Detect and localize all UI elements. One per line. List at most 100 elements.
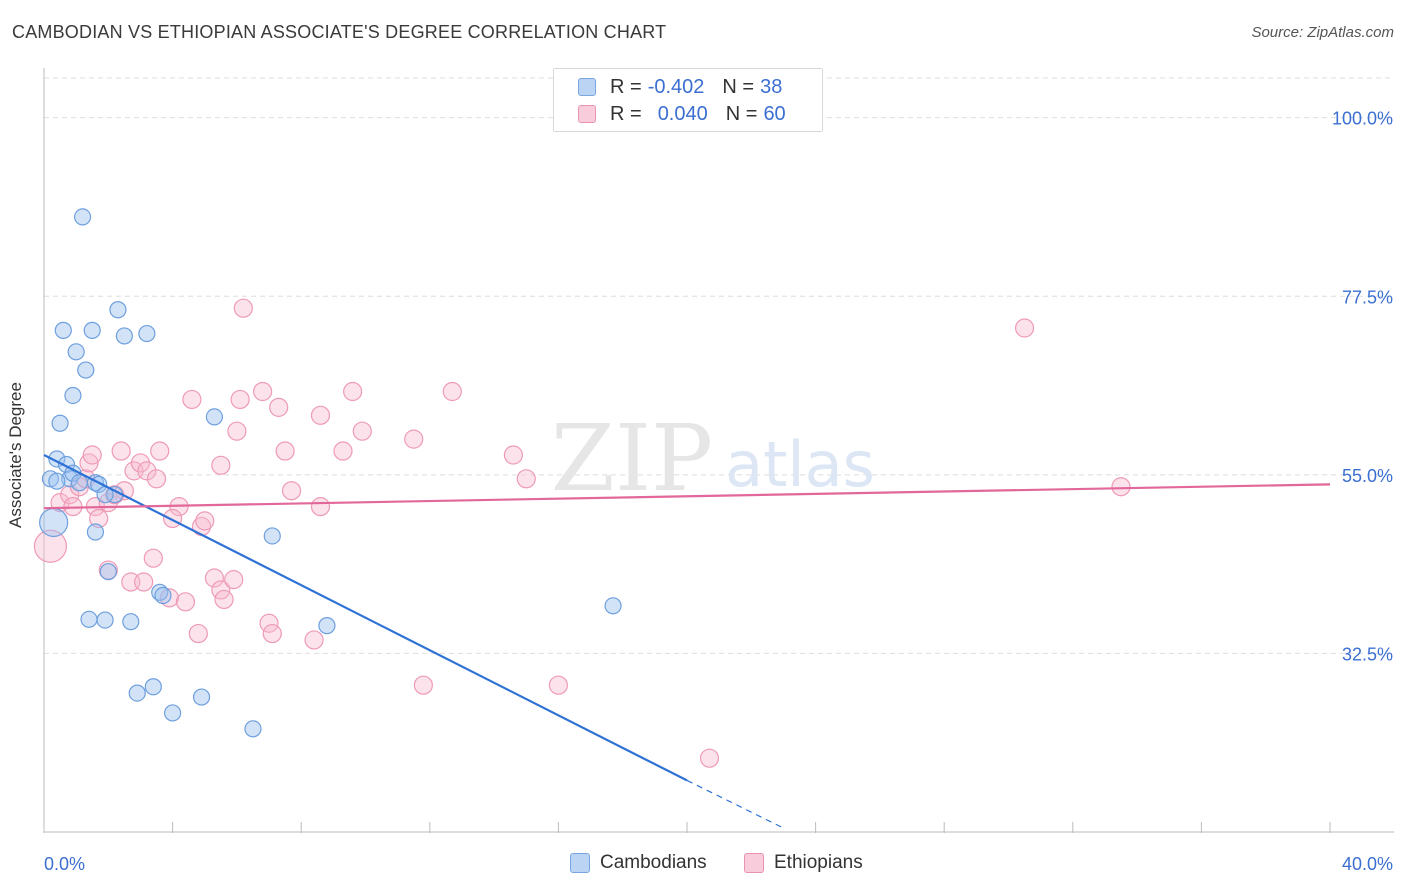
ethiopian-point	[310, 496, 331, 517]
source-label: Source: ZipAtlas.com	[1251, 24, 1394, 41]
cambodian-point	[109, 301, 127, 319]
ethiopian-point	[150, 441, 170, 461]
cambodian-point	[604, 597, 622, 615]
x-tick-label: 0.0%	[44, 854, 85, 874]
y-tick-label: 55.0%	[1342, 466, 1393, 486]
ethiopian-point	[404, 429, 424, 449]
cambodian-point	[205, 408, 223, 426]
cambodian-point	[151, 583, 169, 601]
cambodian-point	[128, 684, 146, 702]
ethiopian-point	[230, 389, 250, 410]
cambodian-point	[83, 321, 101, 339]
y-tick-label: 77.5%	[1342, 287, 1393, 307]
tick-label-layer: 32.5% 55.0% 77.5% 100.0% 0.0% 40.0%	[44, 109, 1393, 874]
cambodian-point	[99, 563, 117, 581]
stats-legend: R = -0.402 N = 38 R = 0.040 N = 60	[553, 68, 823, 132]
x-tick-label: 40.0%	[1342, 854, 1393, 874]
legend-item-cambodians[interactable]: Cambodians	[570, 852, 707, 874]
ethiopian-point	[262, 623, 282, 644]
ethiopian-point	[146, 469, 167, 489]
legend-item-ethiopians[interactable]: Ethiopians	[744, 852, 863, 874]
watermark-atlas: atlas	[725, 428, 875, 501]
ethiopian-point	[269, 397, 289, 417]
ethiopian-point	[60, 485, 80, 505]
ethiopian-point	[352, 421, 372, 441]
ethiopian-point	[1111, 477, 1131, 497]
cambodian-point	[144, 678, 162, 696]
legend-n-value: 38	[760, 75, 783, 98]
cambodian-trendline-extension	[686, 779, 784, 829]
ethiopian-point	[214, 589, 234, 610]
legend-n-value: 60	[763, 102, 786, 125]
cambodian-point	[138, 324, 156, 343]
ethiopian-point	[89, 508, 109, 529]
ethiopian-point	[333, 441, 353, 461]
ethiopian-point	[33, 529, 68, 563]
y-tick-label: 100.0%	[1332, 109, 1393, 129]
y-tick-label: 32.5%	[1342, 644, 1393, 664]
ethiopian-point	[143, 548, 163, 568]
cambodian-point	[263, 527, 281, 545]
cambodian-point	[154, 586, 172, 605]
ethiopian-point	[548, 675, 569, 695]
cambodian-point	[244, 720, 262, 738]
cambodian-point	[39, 507, 69, 538]
cambodian-point	[80, 610, 98, 628]
chart-title: CAMBODIAN VS ETHIOPIAN ASSOCIATE'S DEGRE…	[12, 22, 667, 42]
legend-r-value: 0.040	[657, 102, 708, 125]
legend-swatch-ethiopians	[744, 853, 764, 873]
ethiopian-point	[130, 453, 151, 473]
cambodian-point	[67, 343, 85, 361]
cambodian-point	[51, 414, 69, 432]
axis-layer	[43, 68, 1394, 833]
ethiopian-point	[134, 572, 154, 592]
legend-r-label: R =	[610, 102, 642, 125]
cambodian-point	[318, 617, 336, 635]
legend-label-ethiopians: Ethiopians	[774, 852, 863, 873]
ethiopian-point	[699, 748, 720, 768]
cambodian-point	[77, 361, 95, 379]
grid-layer	[44, 77, 1394, 654]
legend-swatch-pink	[578, 105, 596, 123]
ethiopian-point	[253, 381, 273, 402]
ethiopian-point	[281, 481, 302, 501]
ethiopian-point	[175, 592, 196, 612]
ethiopian-point	[442, 381, 462, 402]
ethiopian-point	[195, 511, 215, 531]
ethiopian-point	[211, 455, 231, 475]
cambodian-point	[192, 688, 211, 706]
ethiopian-point	[233, 298, 253, 318]
cambodian-point	[164, 704, 182, 722]
ethiopian-point	[204, 568, 224, 588]
ethiopian-point	[343, 381, 363, 402]
cambodian-trendline	[43, 454, 688, 782]
ethiopian-point	[304, 630, 324, 650]
trend-layer	[43, 454, 1331, 829]
legend-row-ethiopians: R = 0.040 N = 60	[578, 101, 786, 127]
cambodian-point	[70, 474, 88, 492]
cambodian-point	[54, 321, 72, 339]
ethiopian-point	[163, 508, 183, 529]
legend-swatch-cambodians	[570, 853, 590, 873]
ethiopian-point	[275, 441, 295, 461]
ethiopian-point	[82, 445, 102, 465]
ethiopian-point	[188, 623, 208, 644]
cambodian-point	[122, 613, 140, 631]
ethiopian-point	[259, 613, 279, 633]
ethiopian-point	[413, 675, 433, 695]
cambodian-point	[73, 208, 92, 226]
cambodian-point	[48, 472, 66, 490]
cambodian-point	[115, 327, 133, 345]
ethiopian-point	[111, 441, 131, 461]
ethiopian-point	[503, 445, 523, 465]
ethiopian-point	[227, 421, 247, 441]
cambodian-point	[96, 611, 114, 629]
ethiopian-point	[516, 469, 536, 489]
legend-row-cambodians: R = -0.402 N = 38	[578, 74, 782, 100]
legend-label-cambodians: Cambodians	[600, 852, 707, 873]
ethiopian-point	[159, 588, 179, 608]
ethiopian-point	[182, 389, 202, 410]
cambodian-point	[61, 470, 79, 488]
ethiopian-point	[224, 570, 244, 590]
